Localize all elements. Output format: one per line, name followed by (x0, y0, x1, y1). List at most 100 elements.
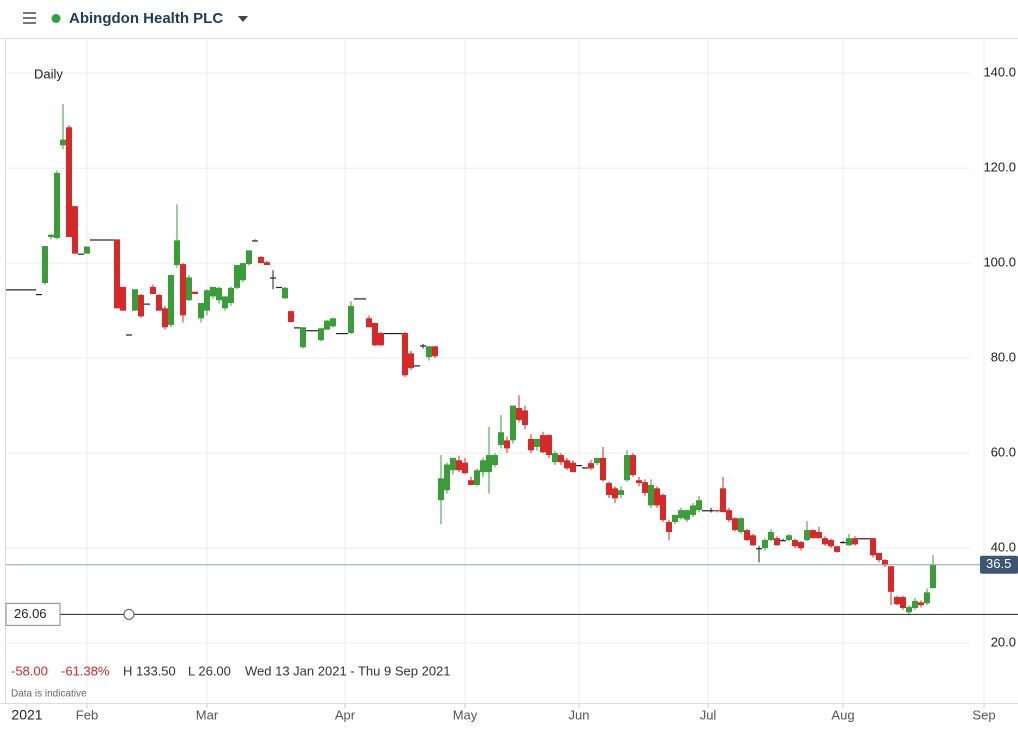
x-tick-label: May (453, 707, 478, 722)
candle-body (630, 455, 636, 475)
x-tick-label: Jul (700, 707, 717, 722)
x-tick-label: Sep (972, 707, 995, 722)
y-tick-label: 120.0 (983, 160, 1016, 175)
candle-body (726, 510, 732, 521)
disclaimer: Data is indicative (11, 689, 87, 700)
crosshair-box (5, 602, 61, 626)
candle-body (18, 289, 24, 291)
candle-body (546, 435, 552, 456)
y-tick-label: 80.0 (991, 350, 1016, 365)
candle-body (786, 535, 792, 541)
candle-body (234, 265, 240, 288)
candle-body (780, 540, 786, 542)
candle-body (282, 287, 288, 299)
candle-body (582, 467, 588, 469)
candle-body (78, 253, 84, 255)
candle-body (102, 239, 108, 241)
candle-body (636, 480, 642, 484)
candle-body (252, 240, 258, 242)
candle-body (210, 286, 216, 297)
candle-body (930, 564, 936, 589)
candle-body (822, 538, 828, 545)
candle-body (642, 482, 648, 494)
candle-body (66, 127, 72, 238)
candle-body (372, 323, 378, 346)
candle-body (606, 483, 612, 495)
candle-body (750, 535, 756, 546)
candle-body (156, 294, 162, 311)
candle-body (360, 298, 366, 300)
candle-body (108, 239, 114, 241)
candle-body (528, 438, 534, 451)
candle-body (246, 250, 252, 265)
last-price-label: 36.5 (986, 556, 1011, 571)
x-tick-label: Feb (76, 707, 98, 722)
candle-body (618, 490, 624, 495)
candle-body (690, 505, 696, 515)
candle-body (366, 318, 372, 328)
candle-body (258, 256, 264, 264)
candle-body (732, 518, 738, 531)
candle-body (378, 332, 384, 346)
candle-body (654, 488, 660, 506)
candle-body (150, 286, 156, 295)
candle-body (924, 592, 930, 604)
candle-body (120, 286, 126, 311)
candle-body (888, 566, 894, 592)
candle-body (912, 600, 918, 608)
high: H 133.50 (123, 663, 176, 678)
candle-body (516, 408, 522, 420)
candles (6, 104, 936, 615)
candle-body (408, 353, 414, 369)
candle-body (774, 538, 780, 546)
candle-body (684, 510, 690, 520)
menu-icon[interactable] (23, 12, 36, 24)
crosshair-handle[interactable] (123, 608, 135, 620)
candle-body (894, 597, 900, 605)
candle-body (468, 480, 474, 485)
candle-body (228, 287, 234, 304)
candle-body (504, 440, 510, 449)
candle-body (348, 305, 354, 333)
candle-body (126, 334, 132, 336)
candle-body (660, 494, 666, 521)
candle-body (612, 488, 618, 499)
candle-body (336, 332, 342, 335)
candle-body (318, 328, 324, 341)
candle-body (36, 294, 42, 296)
candle-body (714, 510, 720, 512)
candle-body (330, 318, 336, 327)
candle-body (534, 438, 540, 447)
candle-body (552, 453, 558, 463)
candle-body (462, 462, 468, 474)
candle-body (186, 277, 192, 301)
overlay: 36.5 26.06 (5, 555, 1018, 626)
candle-body (414, 365, 420, 367)
candle-body (354, 298, 360, 300)
candle-body (672, 514, 678, 523)
candle-body (456, 460, 462, 471)
candle-body (486, 455, 492, 473)
candle-body (666, 522, 672, 532)
candle-body (762, 540, 768, 549)
candle-body (738, 518, 744, 532)
candle-body (276, 286, 282, 289)
instrument-title[interactable]: Abingdon Health PLC (69, 10, 223, 27)
date-range: Wed 13 Jan 2021 - Thu 9 Sep 2021 (245, 663, 451, 678)
candle-body (264, 262, 270, 266)
x-tick-label: Mar (196, 707, 219, 722)
candle-body (450, 457, 456, 471)
candle-body (114, 239, 120, 309)
candle-body (870, 538, 876, 556)
candle-body (570, 462, 576, 473)
dropdown-caret[interactable] (238, 16, 248, 22)
candle-body (342, 332, 348, 335)
candle-body (138, 294, 144, 317)
candle-body (222, 296, 228, 309)
candle-body (312, 330, 318, 332)
candle-body (42, 246, 48, 284)
candle-body (324, 320, 330, 330)
candle-body (198, 303, 204, 319)
